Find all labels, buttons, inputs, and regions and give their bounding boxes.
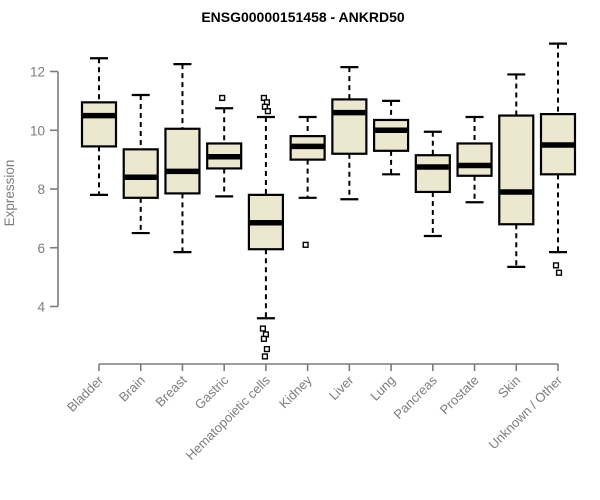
y-axis-label: Expression bbox=[2, 160, 17, 227]
iqr-box bbox=[498, 114, 535, 226]
x-tick-label-breast: Breast bbox=[152, 372, 189, 409]
iqr-box bbox=[80, 101, 118, 148]
iqr-box bbox=[372, 118, 410, 152]
y-tick-label-12: 12 bbox=[30, 65, 45, 80]
boxplot-brain bbox=[122, 93, 159, 235]
outlier-point bbox=[260, 335, 268, 342]
x-tick-label-pancreas: Pancreas bbox=[390, 372, 440, 422]
boxplot-bladder bbox=[80, 57, 118, 196]
boxplot-gastric bbox=[206, 94, 243, 198]
boxplot-liver bbox=[331, 65, 368, 201]
x-tick-label-lung: Lung bbox=[367, 373, 398, 404]
outlier-point bbox=[302, 241, 309, 248]
outlier-point bbox=[263, 345, 271, 353]
boxplot-unknown-other bbox=[539, 42, 577, 276]
iqr-box bbox=[414, 154, 451, 194]
x-tick-label-gastric: Gastric bbox=[192, 372, 232, 412]
x-tick-label-brain: Brain bbox=[116, 373, 148, 405]
box-series bbox=[80, 42, 577, 360]
boxplot-prostate bbox=[456, 115, 493, 204]
chart-title: ENSG00000151458 - ANKRD50 bbox=[201, 9, 405, 25]
outlier-point bbox=[261, 353, 269, 360]
outlier-point bbox=[555, 269, 563, 276]
outlier-point bbox=[552, 262, 560, 269]
iqr-box bbox=[456, 142, 493, 177]
x-tick-label-kidney: Kidney bbox=[276, 372, 315, 411]
boxplot-hematopoietic-cells bbox=[247, 94, 285, 360]
y-tick-label-4: 4 bbox=[37, 300, 45, 315]
outlier-point bbox=[259, 325, 267, 332]
y-tick-label-6: 6 bbox=[37, 241, 45, 256]
iqr-box bbox=[164, 127, 201, 195]
x-tick-label-bladder: Bladder bbox=[64, 372, 107, 415]
boxplot-pancreas bbox=[414, 130, 451, 238]
iqr-box bbox=[122, 148, 159, 199]
outlier-point bbox=[264, 108, 272, 115]
x-tick-label-liver: Liver bbox=[326, 372, 357, 403]
boxplot-lung bbox=[372, 99, 410, 176]
iqr-box bbox=[331, 98, 368, 155]
y-tick-label-10: 10 bbox=[30, 123, 45, 138]
boxplot-breast bbox=[164, 63, 201, 254]
boxplot-kidney bbox=[289, 115, 326, 248]
boxplot-skin bbox=[498, 73, 535, 268]
x-tick-label-prostate: Prostate bbox=[437, 373, 482, 418]
outlier-point bbox=[219, 94, 226, 102]
x-tick-label-unknown-other: Unknown / Other bbox=[486, 372, 566, 452]
x-tick-label-skin: Skin bbox=[495, 373, 523, 401]
y-tick-label-8: 8 bbox=[37, 182, 45, 197]
